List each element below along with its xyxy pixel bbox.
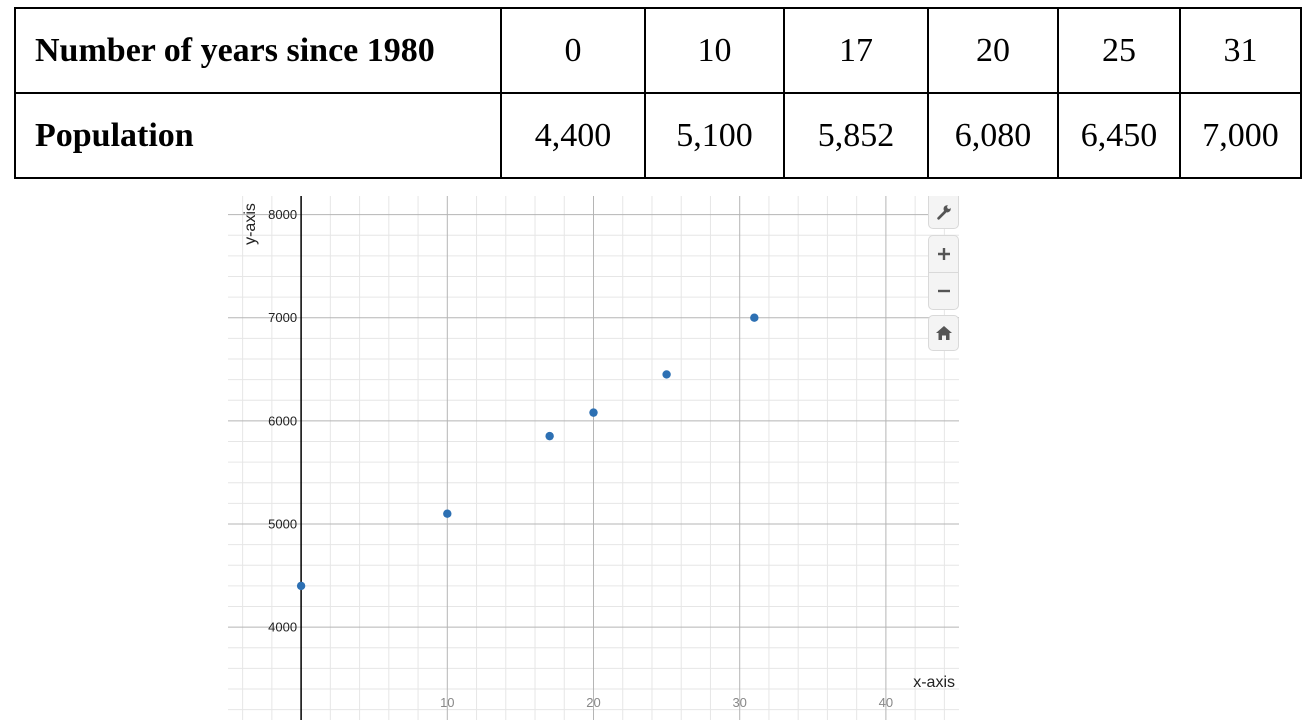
y-tick-label: 8000 — [268, 207, 297, 222]
x-tick-label: 40 — [879, 695, 893, 710]
table-cell: 6,080 — [927, 92, 1059, 179]
home-icon — [935, 325, 953, 341]
zoom-in-button[interactable] — [928, 235, 959, 273]
table-cell: 6,450 — [1057, 92, 1181, 179]
y-tick-label: 4000 — [268, 620, 297, 635]
grid-layer — [228, 196, 959, 720]
plus-icon — [937, 247, 951, 261]
data-point — [296, 581, 306, 591]
y-tick-label: 5000 — [268, 517, 297, 532]
x-axis-label: x-axis — [913, 674, 955, 691]
table-cell: 31 — [1179, 7, 1302, 94]
x-tick-label: 10 — [440, 695, 454, 710]
table-cell: 25 — [1057, 7, 1181, 94]
minus-icon — [937, 284, 951, 298]
data-point — [662, 370, 671, 379]
zoom-out-button[interactable] — [928, 272, 959, 310]
wrench-icon — [935, 203, 953, 221]
data-table: Number of years since 1980 0 10 17 20 25… — [14, 7, 1302, 179]
y-tick-label: 6000 — [268, 413, 297, 428]
home-button[interactable] — [928, 315, 959, 351]
y-tick-label: 7000 — [268, 310, 297, 325]
table-cell: 5,852 — [783, 92, 929, 179]
row-header-years: Number of years since 1980 — [14, 7, 502, 94]
data-point — [443, 509, 452, 518]
table-cell: 7,000 — [1179, 92, 1302, 179]
row-header-population: Population — [14, 92, 502, 179]
settings-button[interactable] — [928, 196, 959, 229]
data-point — [545, 431, 554, 441]
y-axis-label: y-axis — [242, 203, 259, 245]
x-tick-label: 30 — [732, 695, 746, 710]
table-cell: 17 — [783, 7, 929, 94]
data-point — [750, 313, 759, 322]
table-cell: 4,400 — [500, 92, 646, 179]
data-point — [589, 408, 598, 417]
x-tick-label: 20 — [586, 695, 600, 710]
ticks-layer: 4000 5000 6000 7000 8000 10 20 30 40 — [268, 207, 893, 710]
table-cell: 0 — [500, 7, 646, 94]
table-cell: 10 — [644, 7, 785, 94]
table-cell: 20 — [927, 7, 1059, 94]
table-row-years: Number of years since 1980 0 10 17 20 25… — [14, 7, 1302, 94]
points-layer — [296, 313, 759, 591]
table-cell: 5,100 — [644, 92, 785, 179]
table-row-population: Population 4,400 5,100 5,852 6,080 6,450… — [14, 92, 1302, 179]
